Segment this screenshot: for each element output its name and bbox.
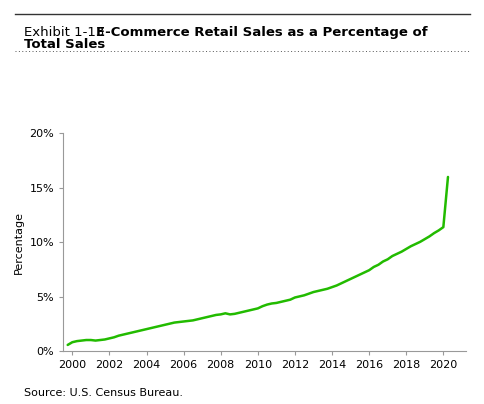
Text: Source: U.S. Census Bureau.: Source: U.S. Census Bureau. xyxy=(24,388,183,398)
Text: E-Commerce Retail Sales as a Percentage of: E-Commerce Retail Sales as a Percentage … xyxy=(96,26,427,39)
Text: Exhibit 1-13: Exhibit 1-13 xyxy=(24,26,113,39)
Y-axis label: Percentage: Percentage xyxy=(14,211,24,274)
Text: Total Sales: Total Sales xyxy=(24,38,106,51)
